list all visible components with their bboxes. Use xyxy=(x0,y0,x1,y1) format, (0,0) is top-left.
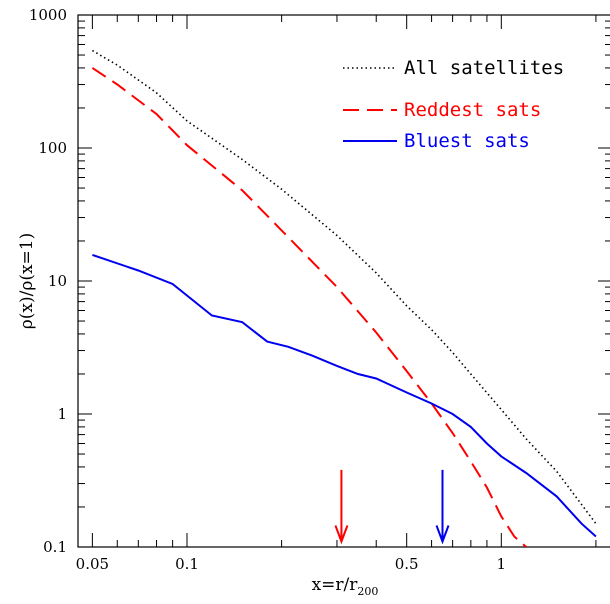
series-line-3 xyxy=(92,253,597,538)
y-tick-label: 1000 xyxy=(29,6,67,24)
x-axis-label-main: x=r/r xyxy=(312,575,359,595)
y-tick-label: 1 xyxy=(57,405,67,423)
x-tick-label: 0.1 xyxy=(175,555,199,573)
y-tick-label: 10 xyxy=(48,272,67,290)
x-axis-label-subscript: 200 xyxy=(357,585,378,598)
y-tick-label: 0.1 xyxy=(43,538,67,556)
legend-label-1: All satellites xyxy=(404,57,564,79)
arrow-head-1 xyxy=(334,525,349,545)
legend-label-3: Bluest sats xyxy=(404,130,530,152)
y-tick-label: 100 xyxy=(38,139,67,157)
tick-labels: 0.05 0.1 0.5 1 0.1 1 10 100 1000 xyxy=(29,6,506,573)
legend: All satellites Reddest sats Bluest sats xyxy=(343,57,564,152)
x-tick-label: 0.5 xyxy=(395,555,419,573)
x-tick-label: 0.05 xyxy=(76,555,109,573)
arrow-head-2 xyxy=(435,525,450,545)
plot-frame xyxy=(77,14,610,548)
series-line-1 xyxy=(91,49,597,525)
series-line-2 xyxy=(91,67,527,547)
legend-label-2: Reddest sats xyxy=(404,99,541,121)
ticks xyxy=(78,15,610,548)
x-axis-label: x=r/r200 xyxy=(312,575,379,598)
y-axis-label: ρ(x)/ρ(x=1) xyxy=(17,233,37,329)
x-tick-label: 1 xyxy=(497,555,507,573)
series-layer xyxy=(91,49,597,547)
annotation-layer xyxy=(334,469,450,545)
